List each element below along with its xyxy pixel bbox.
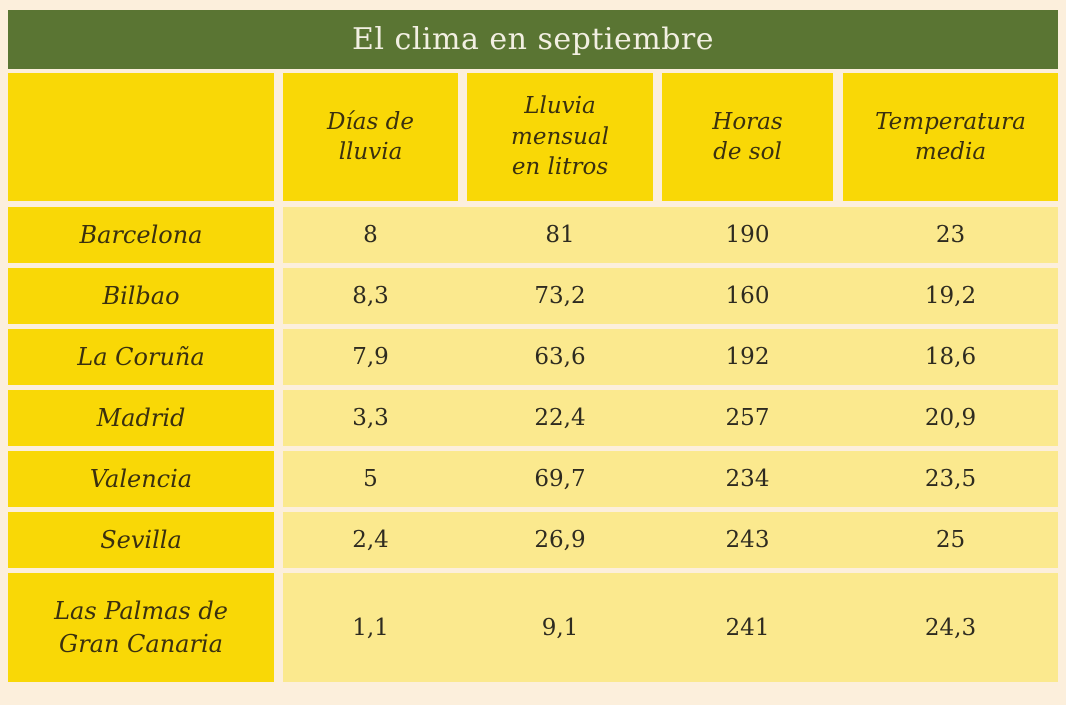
- header-cell-dias-de-lluvia: Días de lluvia: [283, 73, 458, 201]
- row-values-strip: 1,1 9,1 241 24,3: [283, 573, 1058, 682]
- row-city: Valencia: [8, 451, 274, 507]
- header-cell-lluvia-mensual: Lluvia mensual en litros: [467, 73, 653, 201]
- cell-value: 69,7: [534, 466, 586, 492]
- cell-value: 190: [725, 222, 770, 248]
- row-values-strip: 8 81 190 23: [283, 207, 1058, 263]
- table-row: Valencia 5 69,7 234 23,5: [8, 451, 1058, 507]
- cell-value: 73,2: [534, 283, 586, 309]
- cell-value: 18,6: [924, 344, 977, 370]
- row-city: Sevilla: [8, 512, 274, 568]
- table-row: Barcelona 8 81 190 23: [8, 207, 1058, 263]
- table-title: El clima en septiembre: [351, 22, 714, 57]
- cell-value: 241: [725, 614, 770, 641]
- row-values-strip: 3,3 22,4 257 20,9: [283, 390, 1058, 446]
- table-row: Las Palmas de Gran Canaria 1,1 9,1 241 2…: [8, 573, 1058, 682]
- cell-value: 25: [935, 527, 966, 553]
- table-row: La Coruña 7,9 63,6 192 18,6: [8, 329, 1058, 385]
- cell-value: 8,3: [352, 283, 389, 309]
- table-row: Sevilla 2,4 26,9 243 25: [8, 512, 1058, 568]
- cell-value: 81: [545, 222, 575, 248]
- cell-value: 2,4: [352, 527, 389, 553]
- header-row: Días de lluvia Lluvia mensual en litros …: [8, 73, 1058, 201]
- cell-value: 9,1: [541, 614, 579, 641]
- cell-value: 243: [725, 527, 770, 553]
- table-row: Madrid 3,3 22,4 257 20,9: [8, 390, 1058, 446]
- climate-table: El clima en septiembre Días de lluvia Ll…: [8, 10, 1058, 682]
- row-values-strip: 8,3 73,2 160 19,2: [283, 268, 1058, 324]
- row-values-strip: 7,9 63,6 192 18,6: [283, 329, 1058, 385]
- table-row: Bilbao 8,3 73,2 160 19,2: [8, 268, 1058, 324]
- row-values-strip: 2,4 26,9 243 25: [283, 512, 1058, 568]
- row-city: La Coruña: [8, 329, 274, 385]
- row-city: Las Palmas de Gran Canaria: [8, 573, 274, 682]
- cell-value: 7,9: [352, 344, 389, 370]
- cell-value: 257: [725, 405, 770, 431]
- cell-value: 192: [725, 344, 770, 370]
- row-values-strip: 5 69,7 234 23,5: [283, 451, 1058, 507]
- header-cell-empty: [8, 73, 274, 201]
- cell-value: 22,4: [534, 405, 586, 431]
- table-title-bar: El clima en septiembre: [8, 10, 1058, 69]
- cell-value: 63,6: [534, 344, 586, 370]
- cell-value: 26,9: [534, 527, 586, 553]
- cell-value: 5: [363, 466, 378, 492]
- cell-value: 234: [725, 466, 770, 492]
- cell-value: 23: [935, 222, 966, 248]
- header-cell-horas-de-sol: Horas de sol: [662, 73, 833, 201]
- cell-value: 24,3: [924, 614, 977, 641]
- row-city: Madrid: [8, 390, 274, 446]
- row-city: Bilbao: [8, 268, 274, 324]
- cell-value: 23,5: [924, 466, 977, 492]
- cell-value: 3,3: [352, 405, 389, 431]
- cell-value: 8: [363, 222, 378, 248]
- cell-value: 20,9: [924, 405, 977, 431]
- header-cell-temperatura-media: Temperatura media: [843, 73, 1058, 201]
- row-city: Barcelona: [8, 207, 274, 263]
- cell-value: 19,2: [924, 283, 977, 309]
- cell-value: 160: [725, 283, 770, 309]
- cell-value: 1,1: [352, 614, 389, 641]
